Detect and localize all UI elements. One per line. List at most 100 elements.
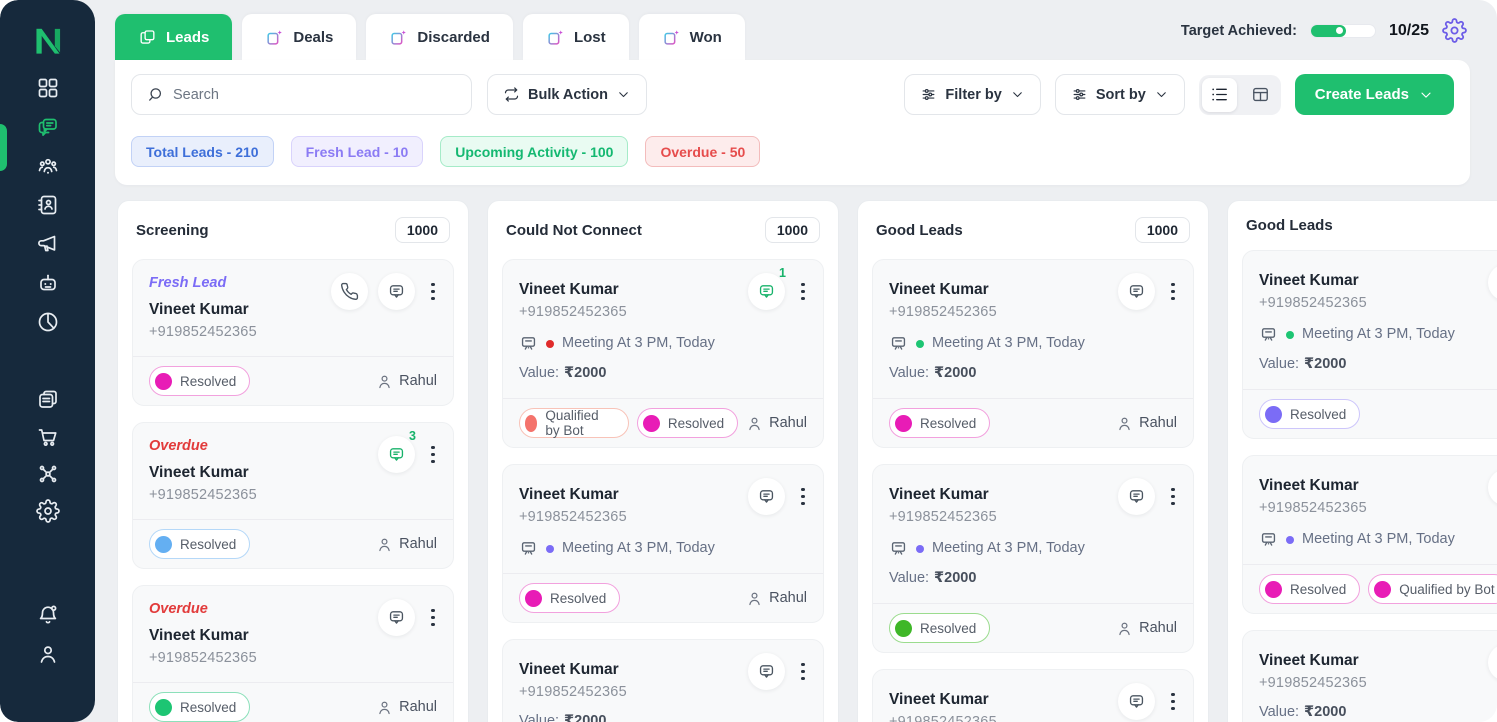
sidebar-item-contacts[interactable] [29, 193, 67, 217]
chat-button[interactable]: 3 [378, 429, 416, 473]
tab-won[interactable]: Won [638, 14, 745, 60]
chat-bubble-icon [1127, 282, 1146, 301]
lead-card[interactable]: Fresh Lead Vineet Kumar +919852452365 Resol… [132, 259, 454, 406]
card-actions [748, 653, 811, 690]
status-label: Resolved [920, 415, 977, 431]
sidebar-item-integrations[interactable] [29, 462, 67, 486]
sidebar-item-analytics[interactable] [29, 310, 67, 334]
card-menu-button[interactable] [795, 478, 811, 515]
filter-by-button[interactable]: Filter by [904, 74, 1041, 115]
presentation-icon [1259, 325, 1278, 344]
value-row: Value: ₹2000 [519, 711, 807, 722]
board-view-button[interactable] [1243, 78, 1278, 112]
sidebar-item-profile[interactable] [29, 642, 67, 666]
owner: Rahul [746, 590, 807, 607]
chip-total-leads[interactable]: Total Leads - 210 [131, 136, 274, 167]
lead-card[interactable]: Vineet Kumar +919852452365 1 Meeting At 3 P… [502, 259, 824, 448]
filter-by-label: Filter by [945, 86, 1002, 103]
owner-name: Rahul [399, 373, 437, 389]
card-menu-button[interactable] [1165, 273, 1181, 310]
bulk-action-icon [503, 86, 520, 103]
search-input[interactable] [173, 86, 457, 103]
kanban-column: Could Not Connect 1000 Vineet Kumar +919852… [487, 200, 839, 722]
chat-button[interactable] [1118, 478, 1155, 515]
chat-button[interactable]: 1 [748, 266, 786, 310]
sidebar-item-settings[interactable] [29, 499, 67, 523]
status-pill: Resolved [519, 583, 621, 613]
meeting-row: Meeting At 3 PM, Today [889, 538, 1177, 559]
status-dot [1265, 405, 1282, 423]
lead-card[interactable]: Vineet Kumar +919852452365 Value: ₹2000 [502, 639, 824, 722]
card-menu-button[interactable] [795, 273, 811, 310]
sidebar-item-bot[interactable] [29, 271, 67, 295]
sidebar-item-catalog[interactable] [29, 388, 67, 412]
lead-card[interactable]: Vineet Kumar +919852452365 Value: ₹2000 [1242, 630, 1497, 722]
tab-label: Leads [166, 28, 210, 46]
bulk-action-button[interactable]: Bulk Action [487, 74, 648, 115]
column-header: Screening 1000 [132, 215, 454, 243]
kanban-board: Screening 1000 Fresh Lead Vineet Kumar +9198… [117, 200, 1497, 722]
chat-button[interactable] [378, 273, 415, 310]
chip-overdue[interactable]: Overdue - 50 [645, 136, 761, 167]
meeting-row: Meeting At 3 PM, Today [1259, 529, 1497, 550]
person-icon [1116, 620, 1133, 637]
tab-discarded[interactable]: Discarded [366, 14, 513, 60]
chat-button[interactable] [378, 599, 415, 636]
card-menu-button[interactable] [425, 436, 441, 473]
sidebar-item-cart[interactable] [29, 425, 67, 449]
lead-name: Vineet Kumar [149, 301, 249, 318]
lead-card-body: Fresh Lead Vineet Kumar +919852452365 [133, 260, 453, 356]
chat-button[interactable] [1118, 273, 1155, 310]
lead-name: Vineet Kumar [1259, 652, 1359, 669]
sidebar-item-chats[interactable] [29, 115, 67, 139]
status-dot [642, 414, 660, 432]
column-header: Good Leads [1242, 215, 1497, 234]
card-menu-button[interactable] [1165, 683, 1181, 720]
chat-button[interactable] [748, 478, 785, 515]
card-menu-button[interactable] [1165, 478, 1181, 515]
chip-upcoming-activity[interactable]: Upcoming Activity - 100 [440, 136, 629, 167]
value-row: Value: ₹2000 [519, 363, 807, 384]
chat-bubble-icon [387, 282, 406, 301]
tab-label: Deals [293, 28, 334, 46]
lead-card[interactable]: Overdue Vineet Kumar +919852452365 3 Resolve… [132, 422, 454, 569]
chat-button[interactable] [1118, 683, 1155, 720]
call-button[interactable] [331, 273, 368, 310]
chat-button[interactable] [1488, 264, 1497, 301]
sort-by-button[interactable]: Sort by [1054, 74, 1185, 115]
lead-card[interactable]: Overdue Vineet Kumar +919852452365 Resolved… [132, 585, 454, 722]
create-leads-button[interactable]: Create Leads [1294, 74, 1454, 115]
card-menu-button[interactable] [795, 653, 811, 690]
chip-fresh-lead[interactable]: Fresh Lead - 10 [290, 136, 424, 167]
tab-leads[interactable]: Leads [115, 14, 233, 60]
sidebar-item-team[interactable] [29, 154, 67, 178]
sidebar-item-dashboard[interactable] [29, 76, 67, 100]
lead-phone: +919852452365 [1259, 295, 1367, 311]
kanban-column: Good Leads 1000 Vineet Kumar +919852452365 M… [857, 200, 1209, 722]
chat-button[interactable] [1488, 644, 1497, 681]
sidebar-item-notifications[interactable] [29, 603, 67, 627]
sidebar-item-campaigns[interactable] [29, 232, 67, 256]
chat-button[interactable] [748, 653, 785, 690]
chevron-down-icon [1418, 87, 1434, 103]
settings-gear-button[interactable] [1442, 18, 1467, 43]
meeting-text: Meeting At 3 PM, Today [1302, 326, 1455, 342]
tab-lost[interactable]: Lost [522, 14, 629, 60]
tab-deals[interactable]: Deals [242, 14, 357, 60]
chat-button[interactable] [1488, 469, 1497, 506]
list-view-button[interactable] [1201, 77, 1237, 112]
card-menu-button[interactable] [425, 599, 441, 636]
status-pill: Qualified by Bot [519, 408, 629, 438]
tab-label: Lost [573, 28, 606, 46]
card-menu-button[interactable] [425, 273, 441, 310]
status-dot [155, 698, 172, 716]
lead-phone: +919852452365 [519, 684, 627, 700]
